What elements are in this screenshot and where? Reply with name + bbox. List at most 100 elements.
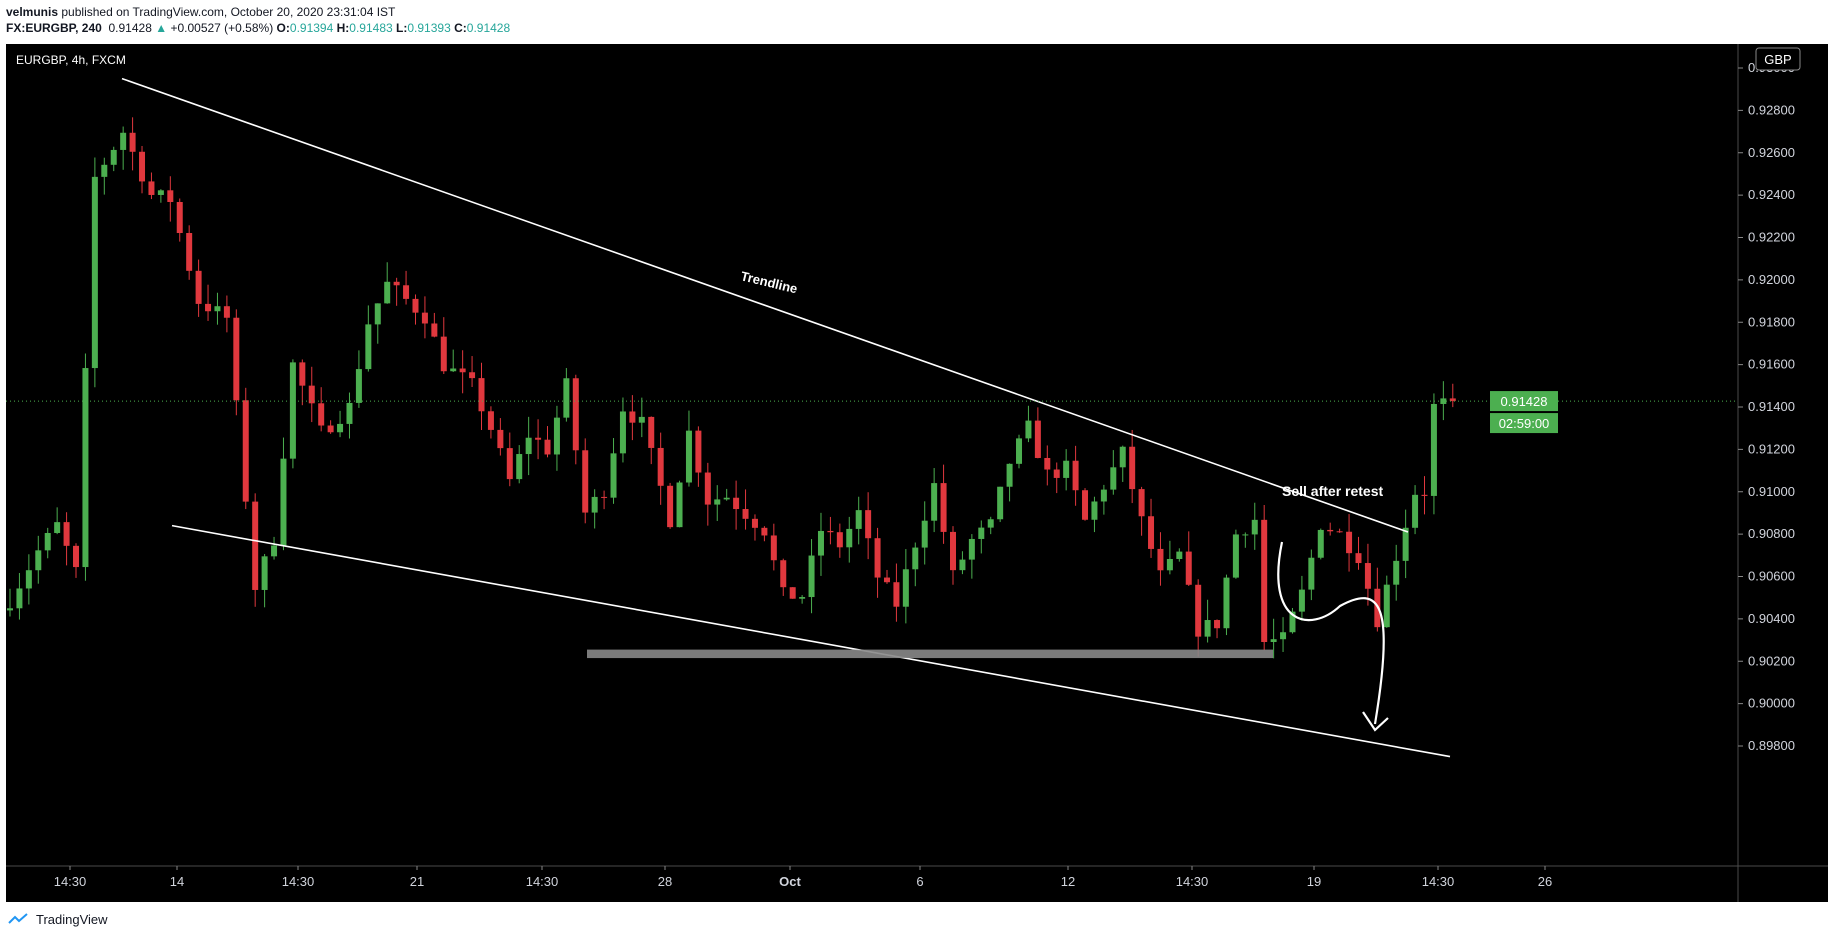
candle-body (139, 151, 146, 182)
published-text: published on TradingView.com, October 20… (61, 5, 396, 19)
candle-body (1280, 632, 1287, 640)
candle-body (1034, 420, 1041, 458)
candle-body (1204, 620, 1211, 637)
candle-body (959, 559, 966, 571)
candle-body (1242, 534, 1249, 536)
price-axis[interactable]: 0.930000.928000.926000.924000.922000.920… (1738, 60, 1795, 753)
candle-down (940, 464, 947, 544)
price-tick-label: 0.92200 (1748, 230, 1795, 245)
candle-body (412, 298, 419, 313)
candle-body (544, 439, 551, 455)
candle-body (610, 453, 617, 498)
open-label: O: (276, 21, 290, 35)
price-tick-label: 0.91000 (1748, 484, 1795, 499)
candle-body (1336, 531, 1343, 533)
candle-up (1204, 599, 1211, 643)
candle-body (1383, 584, 1390, 628)
candle-body (7, 608, 13, 611)
candle-down (393, 277, 400, 306)
candle-body (440, 336, 447, 372)
candle-body (205, 303, 212, 312)
last-price-text: 0.91428 (108, 21, 152, 35)
time-tick-label: 14:30 (54, 874, 87, 889)
candle-body (327, 425, 334, 433)
candle-down (695, 426, 702, 487)
candle-body (271, 545, 278, 557)
candle-body (280, 458, 287, 546)
price-tick-label: 0.92800 (1748, 102, 1795, 117)
candle-up (1242, 532, 1249, 548)
candle-up (280, 437, 287, 551)
candle-up (1430, 393, 1437, 515)
candle-down (205, 284, 212, 321)
candle-body (968, 538, 975, 560)
time-tick-label: 14:30 (1176, 874, 1209, 889)
candle-body (1364, 563, 1371, 589)
author-name[interactable]: velmunis (6, 5, 59, 19)
candle-body (855, 510, 862, 529)
candle-up (1308, 549, 1315, 601)
candle-body (751, 518, 758, 528)
candle-up (799, 595, 806, 604)
candle-down (582, 438, 589, 524)
symbol-name: FX:EURGBP, 240 (6, 21, 102, 35)
countdown-value: 02:59:00 (1499, 416, 1550, 431)
candle-up (1402, 509, 1409, 579)
candle-down (704, 462, 711, 526)
candle-down (440, 317, 447, 375)
time-axis[interactable]: 14:30 14 14:30 21 14:30 28 Oct 6 12 14:30 19 14:30 2… (54, 866, 1553, 889)
arrow-head-icon (1362, 711, 1389, 732)
candle-body (1393, 560, 1400, 585)
candle-up (846, 516, 853, 563)
low-label: L: (396, 21, 408, 35)
candle-body (987, 519, 994, 528)
candle-body (1440, 398, 1447, 404)
candle-up (1317, 528, 1324, 560)
candle-down (1449, 383, 1456, 408)
candle-up (1016, 434, 1023, 469)
last-price-tag (1490, 391, 1558, 412)
candle-body (318, 403, 325, 426)
candle-body (110, 149, 117, 165)
candle-body (167, 190, 174, 203)
candle-up (676, 480, 683, 528)
time-tick-label: 19 (1307, 874, 1321, 889)
candle-down (487, 406, 494, 439)
tradingview-brand[interactable]: TradingView (0, 904, 108, 934)
candle-down (412, 294, 419, 325)
candle-up (271, 536, 278, 560)
candle-body (695, 430, 702, 473)
candle-body (1412, 494, 1419, 528)
last-price-value: 0.91428 (1501, 394, 1548, 409)
candle-body (667, 485, 674, 528)
candle-body (1166, 558, 1173, 571)
candle-down (1138, 486, 1145, 536)
candle-up (1440, 381, 1447, 421)
candle-up (54, 507, 61, 535)
candle-body (1082, 490, 1089, 520)
chart-title: EURGBP, 4h, FXCM (16, 53, 126, 67)
chart-container[interactable]: Trendline Sell after retest 0.91428 02:59:0… (0, 44, 1828, 902)
candle-up (723, 488, 730, 501)
candle-body (525, 437, 532, 455)
candle-down (1327, 522, 1334, 536)
candle-body (1317, 529, 1324, 558)
currency-box[interactable] (1755, 47, 1801, 71)
candle-body (1138, 489, 1145, 517)
candle-down (63, 512, 70, 566)
candle-up (1119, 445, 1126, 482)
tradingview-brand-label: TradingView (36, 911, 108, 927)
candle-down (629, 395, 636, 441)
candle-body (129, 132, 136, 152)
candle-body (487, 411, 494, 430)
candle-down (761, 526, 768, 542)
candle-up (978, 520, 985, 554)
candle-body (54, 522, 61, 533)
chart-background (6, 44, 1828, 902)
lower-trendline (171, 524, 1451, 758)
candle-body (233, 317, 240, 401)
candle-up (855, 496, 862, 545)
candle-body (223, 306, 230, 318)
candle-up (355, 350, 362, 408)
